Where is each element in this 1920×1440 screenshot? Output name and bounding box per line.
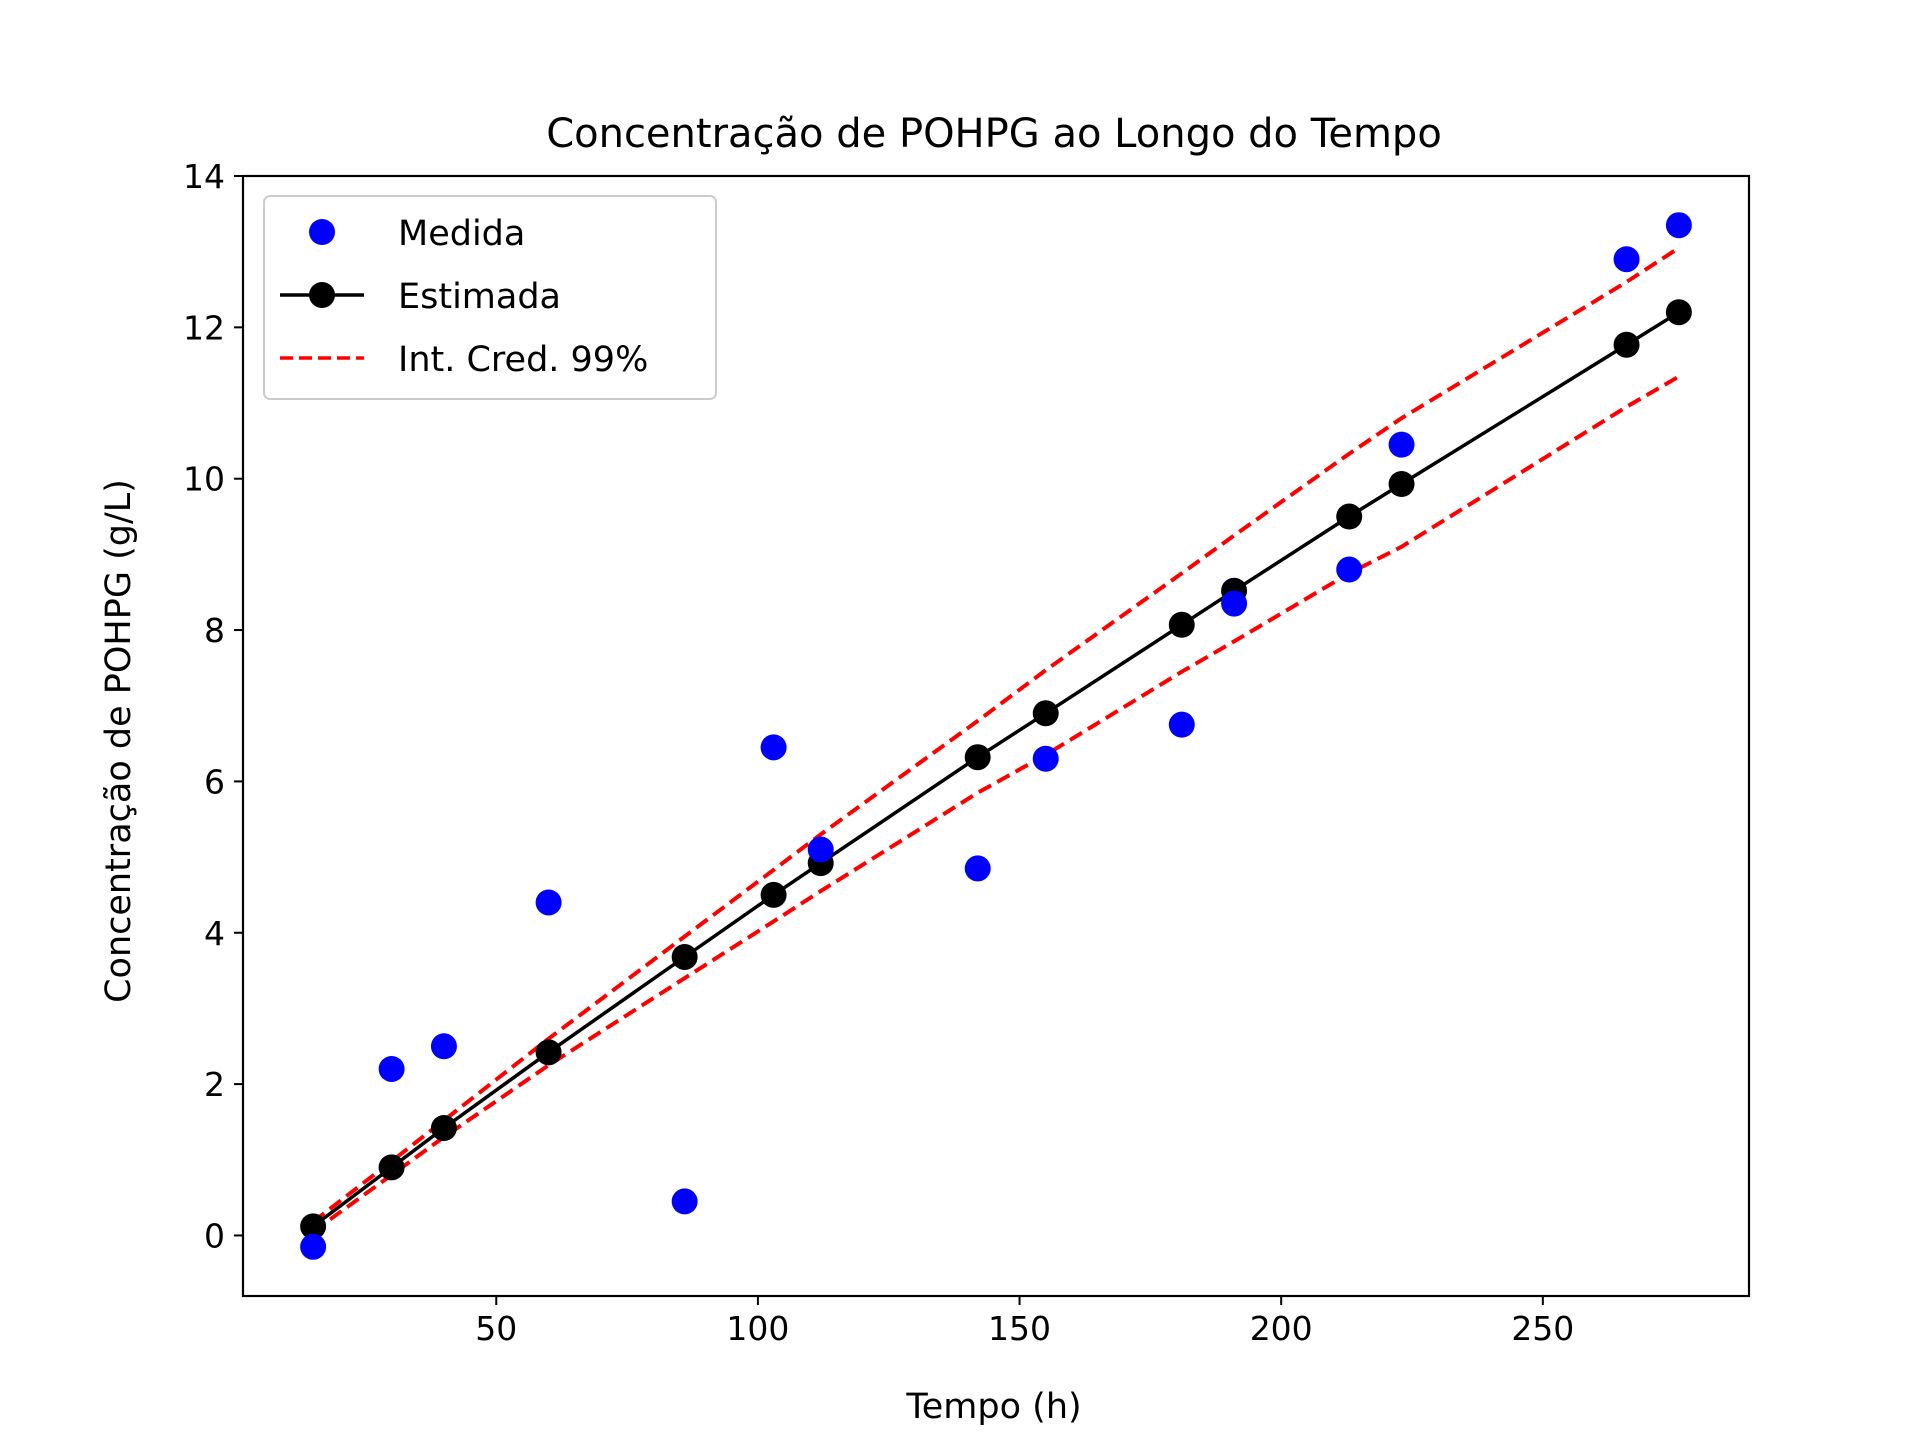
- medida-point: [807, 836, 834, 863]
- legend-medida-marker: [309, 219, 335, 245]
- medida-point: [1168, 711, 1195, 738]
- medida-point: [964, 855, 991, 882]
- x-tick-label: 200: [1250, 1309, 1313, 1348]
- interval-upper-line: [311, 246, 1680, 1224]
- estimada-point: [1336, 503, 1363, 530]
- medida-point: [760, 734, 787, 761]
- medida-point: [1336, 556, 1363, 583]
- plot-frame: [241, 174, 1751, 1298]
- y-tick-label: 4: [204, 914, 225, 953]
- estimada-point: [378, 1154, 405, 1181]
- axes: 50 100 150 200 250 0 2 4 6 8 10 12 14: [183, 157, 1574, 1348]
- estimada-point: [1665, 299, 1692, 326]
- estimada-line: [312, 310, 1680, 1228]
- y-tick-label: 6: [204, 762, 225, 801]
- x-tick-label: 150: [988, 1309, 1051, 1348]
- estimada-point: [760, 881, 787, 908]
- estimada-point: [964, 744, 991, 771]
- estimada-point: [671, 943, 698, 970]
- estimada-point: [430, 1115, 457, 1141]
- legend-box: [263, 195, 717, 400]
- chart-title: Concentração de POHPG ao Longo do Tempo: [546, 111, 1442, 157]
- estimada-point: [1032, 700, 1059, 727]
- legend-estimada-label: Estimada: [398, 277, 561, 317]
- estimada-point: [1168, 611, 1195, 638]
- legend-estimada-marker: [309, 282, 335, 308]
- plot-area: [300, 212, 1692, 1260]
- y-tick-label: 12: [183, 308, 225, 347]
- interval-lower-line: [311, 374, 1680, 1234]
- y-tick-label: 2: [204, 1065, 225, 1104]
- estimada-point: [1388, 471, 1415, 497]
- y-tick-label: 0: [204, 1216, 225, 1255]
- estimada-point: [535, 1039, 562, 1066]
- legend: Medida Estimada Int. Cred. 99%: [263, 195, 717, 400]
- medida-point: [1388, 431, 1415, 458]
- x-tick-label: 50: [475, 1309, 517, 1348]
- medida-point: [671, 1188, 698, 1215]
- legend-medida-label: Medida: [398, 214, 525, 254]
- medida-point: [430, 1033, 457, 1060]
- medida-point: [1613, 246, 1640, 273]
- x-tick-label: 250: [1511, 1309, 1574, 1348]
- estimada-point: [300, 1213, 327, 1240]
- medida-point: [300, 1233, 327, 1260]
- x-tick-label: 100: [726, 1309, 789, 1348]
- estimada-point: [1613, 331, 1640, 358]
- legend-interval-label: Int. Cred. 99%: [398, 340, 648, 380]
- medida-point: [378, 1055, 405, 1082]
- medida-point: [535, 889, 562, 916]
- medida-point: [1032, 745, 1059, 772]
- medida-point: [1221, 590, 1248, 617]
- y-tick-label: 8: [204, 611, 225, 650]
- x-axis-label: Tempo (h): [905, 1387, 1081, 1427]
- y-tick-label: 14: [183, 157, 225, 196]
- y-tick-label: 10: [183, 460, 225, 499]
- medida-point: [1665, 212, 1692, 239]
- y-axis-label: Concentração de POHPG (g/L): [99, 479, 139, 1003]
